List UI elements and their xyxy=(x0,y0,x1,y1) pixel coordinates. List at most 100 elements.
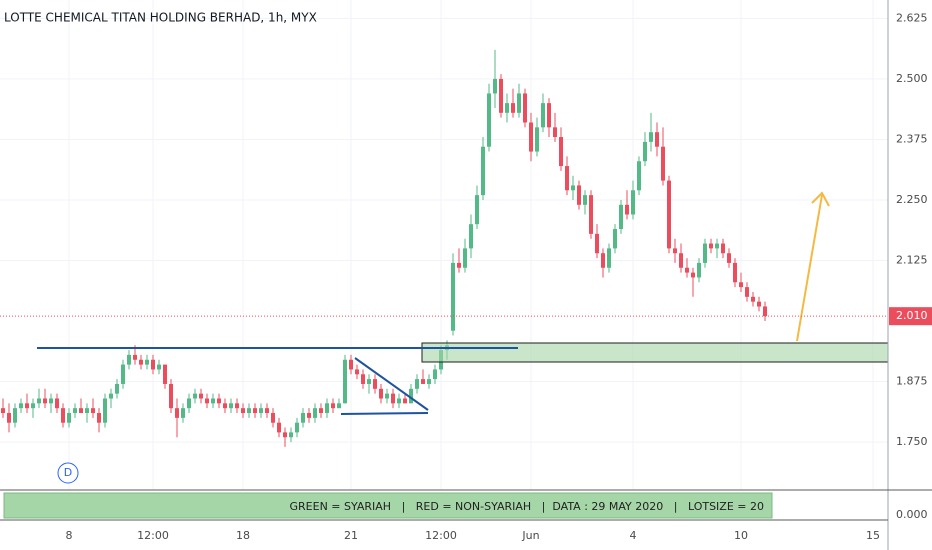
candle-body xyxy=(229,403,233,409)
candle-body xyxy=(457,262,461,268)
x-tick-label: 8 xyxy=(66,529,73,542)
candle-body xyxy=(97,413,101,423)
candle-body xyxy=(115,383,119,394)
candle-body xyxy=(709,243,713,249)
candle-body xyxy=(745,287,749,297)
candle-body xyxy=(547,103,551,128)
candle-body xyxy=(577,185,581,205)
candle-body xyxy=(631,190,635,215)
candle-body xyxy=(199,393,203,399)
badge: D xyxy=(64,466,72,479)
badge-circle xyxy=(57,462,79,484)
x-tick-label: 4 xyxy=(630,529,637,542)
candle-body xyxy=(109,393,113,399)
candle-body xyxy=(271,413,275,423)
candle-body xyxy=(139,359,143,365)
candle-body xyxy=(601,253,605,268)
candle-body xyxy=(751,296,755,302)
banner-text: GREEN = SYARIAH | RED = NON-SYARIAH | DA… xyxy=(290,500,764,513)
candle-body xyxy=(727,253,731,263)
candle-body xyxy=(175,408,179,418)
y-tick-label: 1.875 xyxy=(896,375,928,388)
candle-body xyxy=(505,103,509,113)
arrow-head xyxy=(811,191,830,207)
candle-body xyxy=(733,262,737,283)
candle-body xyxy=(373,379,377,389)
candle-body xyxy=(235,403,239,409)
candle-body xyxy=(1,408,5,414)
x-tick-label: 12:00 xyxy=(137,529,169,542)
candle-body xyxy=(625,204,629,215)
triangle-lower xyxy=(340,412,429,415)
triangle-upper xyxy=(354,357,429,411)
candle-body xyxy=(565,166,569,191)
x-tick-label: 10 xyxy=(734,529,748,542)
candle-body xyxy=(721,243,725,254)
candle-body xyxy=(277,422,281,433)
last-price-label: 2.010 xyxy=(896,309,928,322)
candle-body xyxy=(481,146,485,196)
candle-body xyxy=(595,233,599,254)
candle-body xyxy=(157,364,161,370)
candle-body xyxy=(301,413,305,423)
y-tick-label: 2.125 xyxy=(896,253,928,266)
candle-body xyxy=(703,243,707,263)
candle-body xyxy=(493,78,497,94)
candle-body xyxy=(739,282,743,288)
candle-body xyxy=(169,383,173,409)
candle-body xyxy=(715,243,719,249)
candle-body xyxy=(61,408,65,423)
candle-body xyxy=(355,369,359,375)
candle-body xyxy=(523,93,527,123)
lower-y-tick-label: 0.000 xyxy=(896,508,928,521)
candle-body xyxy=(343,359,347,404)
candle-body xyxy=(289,432,293,438)
y-tick-label: 2.500 xyxy=(896,72,928,85)
candle-body xyxy=(25,403,29,409)
candle-body xyxy=(583,195,587,205)
candle-body xyxy=(451,262,455,331)
candle-body xyxy=(559,137,563,167)
candle-body xyxy=(529,122,533,152)
candle-body xyxy=(223,403,227,409)
candle-body xyxy=(103,398,107,423)
candle-body xyxy=(187,398,191,409)
candle-body xyxy=(619,204,623,230)
candle-body xyxy=(475,195,479,225)
candle-body xyxy=(385,393,389,399)
candle-body xyxy=(19,403,23,409)
candle-body xyxy=(571,185,575,191)
candle-body xyxy=(643,141,647,162)
candle-body xyxy=(613,229,617,249)
candle-body xyxy=(421,379,425,384)
candle-body xyxy=(511,103,515,113)
candle-body xyxy=(13,408,17,423)
x-tick-label: Jun xyxy=(521,529,539,542)
support-zone xyxy=(421,342,889,363)
candle-body xyxy=(397,398,401,404)
candle-body xyxy=(499,78,503,113)
candle-body xyxy=(283,432,287,438)
candle-body xyxy=(133,354,137,360)
candle-body xyxy=(655,132,659,147)
chart-title: LOTTE CHEMICAL TITAN HOLDING BERHAD, 1h,… xyxy=(4,11,317,25)
banner-box xyxy=(3,492,773,519)
candle-body xyxy=(487,93,491,147)
candle-body xyxy=(589,195,593,234)
candle-body xyxy=(217,398,221,404)
candle-body xyxy=(127,354,131,365)
last-price-box xyxy=(889,307,932,326)
candles xyxy=(1,49,767,447)
candle-body xyxy=(205,398,209,404)
candle-body xyxy=(673,248,677,254)
candle-body xyxy=(415,379,419,389)
candle-body xyxy=(637,161,641,191)
candle-body xyxy=(517,93,521,113)
candle-body xyxy=(325,403,329,414)
candle-body xyxy=(307,413,311,418)
candle-body xyxy=(367,379,371,384)
candle-body xyxy=(31,403,35,409)
candle-body xyxy=(391,393,395,404)
